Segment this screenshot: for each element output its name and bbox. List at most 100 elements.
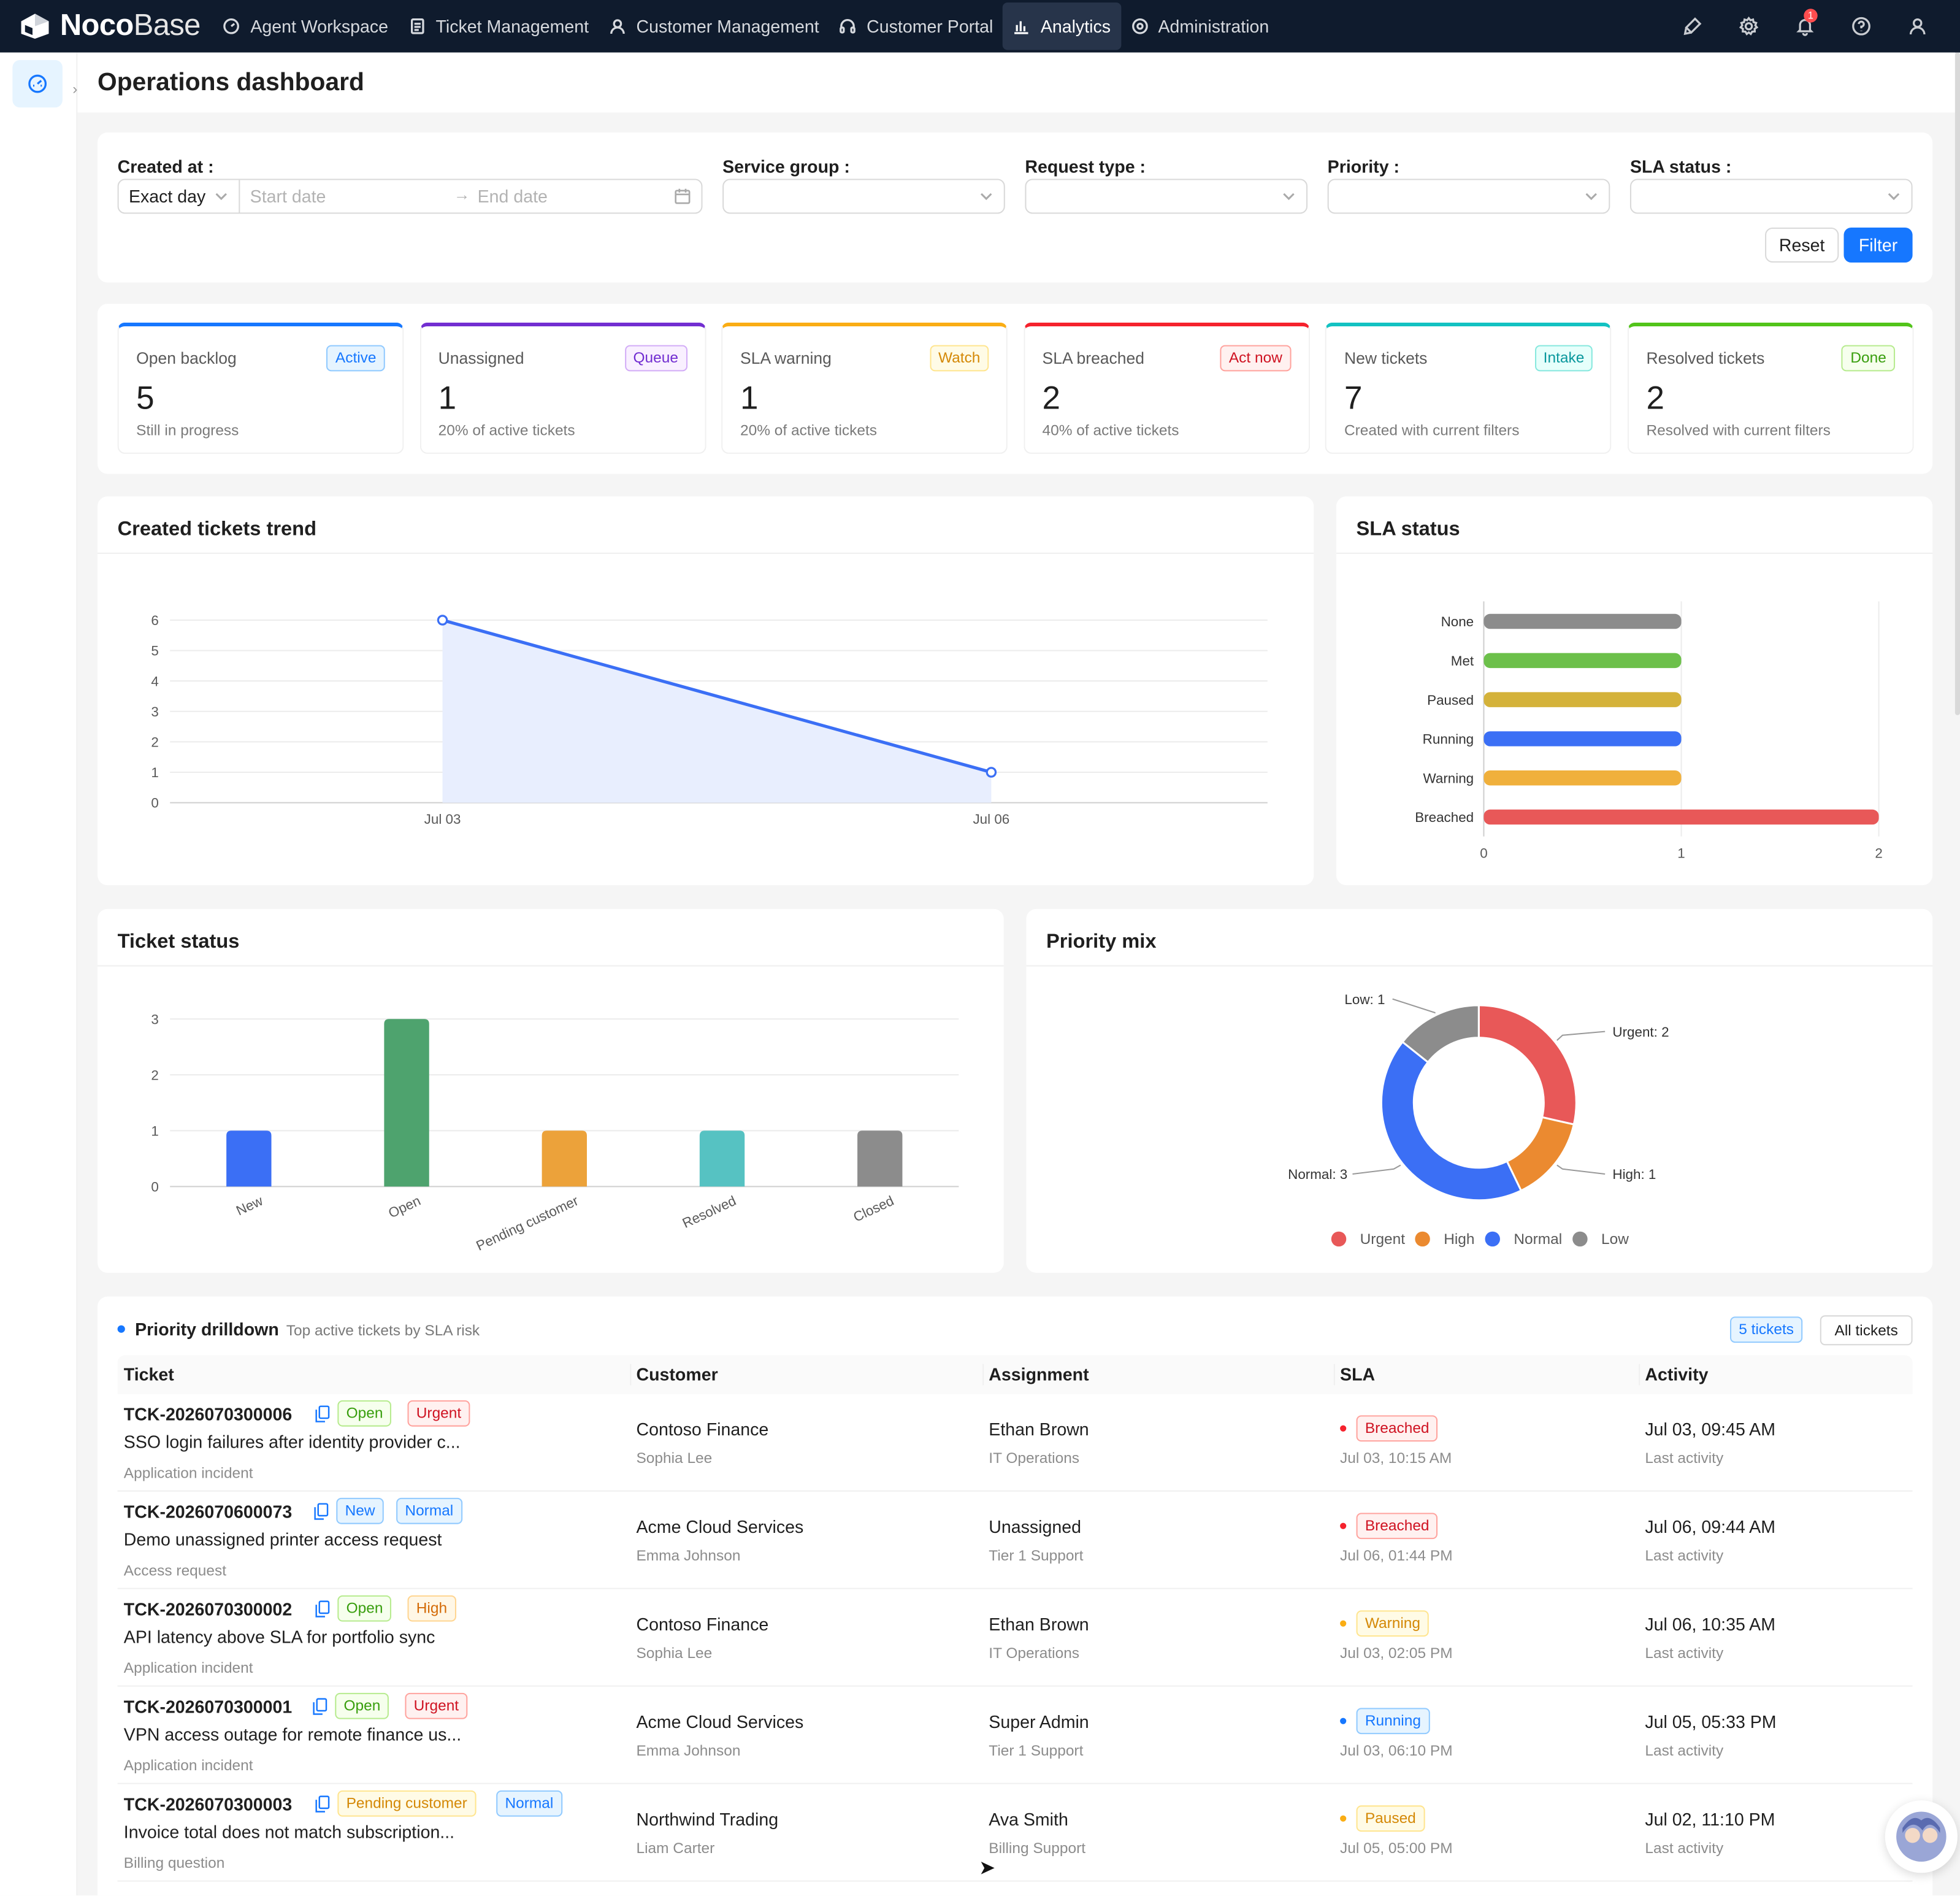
calendar-icon[interactable] bbox=[674, 188, 692, 205]
ticket-id-link[interactable]: TCK-2026070300002 bbox=[123, 1599, 293, 1619]
sla-tag: Paused bbox=[1356, 1805, 1425, 1832]
y-tick-label: 2 bbox=[151, 1067, 158, 1083]
page-header: Operations dashboard bbox=[77, 52, 1955, 113]
nav-item-analytics[interactable]: Analytics bbox=[1003, 2, 1121, 50]
page-scrollbar[interactable] bbox=[1954, 52, 1960, 715]
legend-label[interactable]: Normal bbox=[1514, 1231, 1562, 1248]
nav-item-label: Analytics bbox=[1040, 16, 1111, 37]
status-bar[interactable] bbox=[542, 1130, 587, 1187]
filter-button[interactable]: Filter bbox=[1843, 227, 1913, 263]
kpi-tag: Intake bbox=[1534, 345, 1593, 372]
y-tick-label: 1 bbox=[151, 765, 158, 780]
copy-icon[interactable] bbox=[315, 1405, 330, 1423]
sla-bar[interactable] bbox=[1483, 653, 1682, 669]
customer-name[interactable]: Northwind Trading bbox=[636, 1809, 779, 1830]
sla-due-time: Jul 03, 06:10 PM bbox=[1340, 1741, 1453, 1759]
x-tick-label: Pending customer bbox=[474, 1193, 581, 1254]
kpi-label: SLA warning bbox=[740, 348, 832, 368]
customer-name[interactable]: Acme Cloud Services bbox=[636, 1516, 804, 1537]
sla-bar[interactable] bbox=[1483, 692, 1682, 707]
nocobase-logo[interactable]: NocoBase bbox=[18, 9, 201, 44]
row-divider bbox=[117, 1587, 1913, 1589]
ticket-id-link[interactable]: TCK-2026070300006 bbox=[123, 1404, 293, 1424]
priority-slice[interactable] bbox=[1506, 1116, 1575, 1192]
sla-bar[interactable] bbox=[1483, 770, 1682, 786]
kpi-tile: Open backlog 5 Still in progress Active bbox=[117, 322, 404, 454]
user-profile-icon[interactable] bbox=[1889, 0, 1945, 53]
request-type-select[interactable] bbox=[1025, 178, 1308, 214]
ticket-subject[interactable]: SSO login failures after identity provid… bbox=[123, 1431, 461, 1452]
ticket-count-badge: 5 tickets bbox=[1730, 1316, 1803, 1343]
nav-item-customer-portal[interactable]: Customer Portal bbox=[829, 0, 1003, 53]
ticket-subject[interactable]: Invoice total does not match subscriptio… bbox=[123, 1821, 455, 1842]
copy-icon[interactable] bbox=[314, 1503, 329, 1521]
y-tick-label: 5 bbox=[151, 643, 158, 659]
arrow-right-icon: → bbox=[453, 185, 470, 204]
nav-item-ticket-management[interactable]: Ticket Management bbox=[398, 0, 599, 53]
customer-name[interactable]: Contoso Finance bbox=[636, 1419, 769, 1440]
kpi-value: 1 bbox=[438, 378, 457, 416]
trend-point[interactable] bbox=[986, 767, 997, 778]
copy-icon[interactable] bbox=[313, 1698, 327, 1716]
ticket-subject[interactable]: Demo unassigned printer access request bbox=[123, 1529, 442, 1549]
status-bar[interactable] bbox=[384, 1019, 429, 1187]
date-mode-select[interactable]: Exact day bbox=[119, 180, 240, 213]
chevron-down-icon bbox=[1283, 193, 1295, 201]
priority-slice[interactable] bbox=[1401, 1004, 1480, 1064]
left-sidebar bbox=[0, 52, 78, 1896]
nav-item-customer-management[interactable]: Customer Management bbox=[599, 0, 829, 53]
priority-select[interactable] bbox=[1327, 178, 1610, 214]
reset-button[interactable]: Reset bbox=[1765, 227, 1839, 263]
ticket-id-link[interactable]: TCK-2026070600073 bbox=[123, 1501, 293, 1522]
ai-assistant-button[interactable] bbox=[1885, 1800, 1958, 1873]
notification-bell-icon[interactable]: 1 bbox=[1776, 0, 1832, 53]
assignee-name: Ethan Brown bbox=[989, 1614, 1089, 1635]
y-category-label: Paused bbox=[1427, 693, 1474, 708]
priority-tag: Normal bbox=[496, 1790, 562, 1817]
ticket-subject[interactable]: VPN access outage for remote finance us.… bbox=[123, 1724, 462, 1744]
status-tag: Open bbox=[335, 1692, 389, 1719]
sidebar-collapse-chevron-icon[interactable]: › bbox=[72, 80, 78, 98]
ticket-id-link[interactable]: TCK-2026070300003 bbox=[123, 1794, 293, 1814]
start-date-input[interactable]: Start date bbox=[250, 186, 326, 207]
status-tag: Open bbox=[337, 1595, 392, 1622]
status-bar[interactable] bbox=[699, 1130, 745, 1187]
copy-icon[interactable] bbox=[315, 1795, 330, 1813]
customer-name[interactable]: Acme Cloud Services bbox=[636, 1711, 804, 1732]
ticket-id-link[interactable]: TCK-2026070300001 bbox=[123, 1696, 293, 1717]
customer-contact: Sophia Lee bbox=[636, 1449, 713, 1467]
theme-brush-icon[interactable] bbox=[1664, 0, 1720, 53]
assignee-team: Billing Support bbox=[989, 1839, 1086, 1857]
copy-icon[interactable] bbox=[315, 1600, 330, 1618]
settings-gear-icon[interactable] bbox=[1720, 0, 1777, 53]
customer-contact: Emma Johnson bbox=[636, 1741, 741, 1759]
end-date-input[interactable]: End date bbox=[477, 186, 548, 207]
sla-status-dot bbox=[1340, 1718, 1347, 1724]
bullet-dot bbox=[117, 1325, 125, 1333]
status-bar[interactable] bbox=[857, 1130, 903, 1187]
column-header-sla: SLA bbox=[1340, 1364, 1376, 1384]
customer-name[interactable]: Contoso Finance bbox=[636, 1614, 769, 1635]
status-bar[interactable] bbox=[226, 1130, 272, 1187]
last-activity-time: Jul 05, 05:33 PM bbox=[1645, 1711, 1777, 1732]
sla-bar[interactable] bbox=[1483, 731, 1682, 747]
legend-label[interactable]: Low bbox=[1601, 1231, 1629, 1248]
legend-label[interactable]: Urgent bbox=[1360, 1231, 1406, 1248]
nav-item-agent-workspace[interactable]: Agent Workspace bbox=[213, 0, 398, 53]
sla-bar[interactable] bbox=[1483, 613, 1682, 629]
ticket-subject[interactable]: API latency above SLA for portfolio sync bbox=[123, 1626, 435, 1647]
help-icon[interactable] bbox=[1832, 0, 1889, 53]
priority-slice[interactable] bbox=[1380, 1040, 1523, 1202]
sidebar-item-dashboard[interactable] bbox=[12, 59, 63, 108]
kpi-subtext: Created with current filters bbox=[1344, 421, 1520, 439]
legend-label[interactable]: High bbox=[1444, 1231, 1474, 1248]
sla-bar[interactable] bbox=[1483, 809, 1879, 825]
nav-item-administration[interactable]: Administration bbox=[1120, 0, 1279, 53]
customer-contact: Liam Carter bbox=[636, 1839, 715, 1857]
sla-status-select[interactable] bbox=[1629, 178, 1913, 214]
trend-point[interactable] bbox=[437, 615, 448, 626]
service-group-select[interactable] bbox=[722, 178, 1005, 214]
all-tickets-button[interactable]: All tickets bbox=[1820, 1315, 1913, 1346]
priority-slice[interactable] bbox=[1477, 1004, 1577, 1126]
card-divider bbox=[1026, 965, 1933, 967]
